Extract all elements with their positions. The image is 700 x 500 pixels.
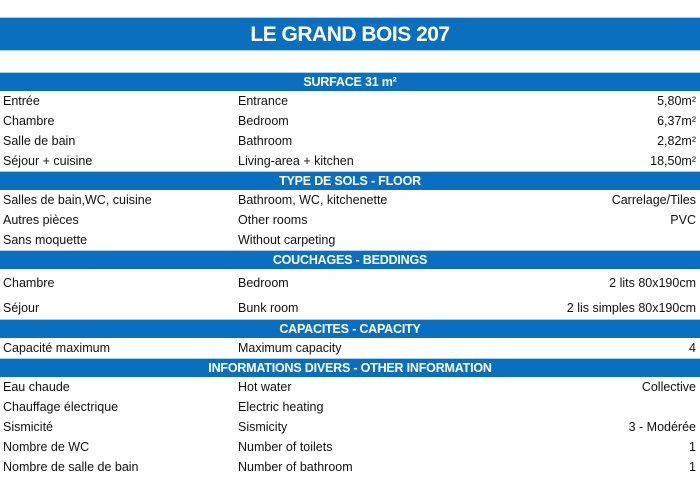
- table-row: Salle de bain Bathroom 2,82m²: [0, 131, 700, 151]
- table-row: Autres pièces Other rooms PVC: [0, 210, 700, 230]
- row-value: 1: [689, 460, 696, 474]
- label-french: Séjour + cuisine: [3, 154, 93, 168]
- row-value: Carrelage/Tiles: [611, 193, 696, 207]
- table-row: Chambre Bedroom 2 lits 80x190cm: [0, 269, 700, 294]
- label-english: Living-area + kitchen: [238, 154, 354, 168]
- row-value: 2 lits 80x190cm: [609, 276, 696, 290]
- info-table: SURFACE 31 m² Entrée Entrance 5,80m² Chambre…: [0, 72, 700, 477]
- table-row: Salles de bain,WC, cuisine Bathroom, WC, …: [0, 190, 700, 210]
- label-english: Bedroom: [238, 114, 289, 128]
- label-english: Bedroom: [238, 276, 289, 290]
- label-french: Chambre: [3, 114, 55, 128]
- table-row: Entrée Entrance 5,80m²: [0, 91, 700, 111]
- label-french: Eau chaude: [3, 380, 70, 394]
- table-row: Sismicité Sismicity 3 - Modérée: [0, 417, 700, 437]
- table-row: Chambre Bedroom 6,37m²: [0, 111, 700, 131]
- section-header: INFORMATIONS DIVERS - OTHER INFORMATION: [0, 358, 700, 377]
- label-french: Salle de bain: [3, 134, 76, 148]
- label-french: Nombre de WC: [3, 440, 90, 454]
- section-header: COUCHAGES - BEDDINGS: [0, 250, 700, 269]
- table-row: Eau chaude Hot water Collective: [0, 377, 700, 397]
- row-value: 5,80m²: [657, 94, 696, 108]
- label-french: Nombre de salle de bain: [3, 460, 139, 474]
- row-value: 3 - Modérée: [628, 420, 696, 434]
- table-row: Chauffage électrique Electric heating: [0, 397, 700, 417]
- label-english: Bunk room: [238, 301, 299, 315]
- table-row: Séjour Bunk room 2 lis simples 80x190cm: [0, 294, 700, 319]
- label-english: Maximum capacity: [238, 341, 342, 355]
- row-value: 2 lis simples 80x190cm: [566, 301, 696, 315]
- table-row: Séjour + cuisine Living-area + kitchen 18,…: [0, 151, 700, 171]
- label-english: Other rooms: [238, 213, 308, 227]
- label-french: Entrée: [3, 94, 40, 108]
- section-header: TYPE DE SOLS - FLOOR: [0, 171, 700, 190]
- label-english: Bathroom, WC, kitchenette: [238, 193, 388, 207]
- label-french: Chauffage électrique: [3, 400, 119, 414]
- label-french: Salles de bain,WC, cuisine: [3, 193, 152, 207]
- row-value: 4: [689, 341, 696, 355]
- row-value: 18,50m²: [650, 154, 696, 168]
- section-header: SURFACE 31 m²: [0, 72, 700, 91]
- section-header: CAPACITES - CAPACITY: [0, 319, 700, 338]
- row-value: Collective: [641, 380, 696, 394]
- row-value: PVC: [670, 213, 696, 227]
- row-value: 1: [689, 440, 696, 454]
- table-row: Sans moquette Without carpeting: [0, 230, 700, 250]
- table-row: Nombre de salle de bain Number of bathroo…: [0, 457, 700, 477]
- label-english: Without carpeting: [238, 233, 336, 247]
- label-english: Number of toilets: [238, 440, 333, 454]
- label-english: Entrance: [238, 94, 289, 108]
- label-french: Sans moquette: [3, 233, 88, 247]
- label-english: Electric heating: [238, 400, 324, 414]
- row-value: 6,37m²: [657, 114, 696, 128]
- page-title: LE GRAND BOIS 207: [0, 17, 700, 51]
- label-french: Séjour: [3, 301, 40, 315]
- label-english: Sismicity: [238, 420, 288, 434]
- table-row: Capacité maximum Maximum capacity 4: [0, 338, 700, 358]
- label-french: Chambre: [3, 276, 55, 290]
- label-french: Capacité maximum: [3, 341, 110, 355]
- label-english: Number of bathroom: [238, 460, 353, 474]
- label-english: Bathroom: [238, 134, 293, 148]
- table-row: Nombre de WC Number of toilets 1: [0, 437, 700, 457]
- label-english: Hot water: [238, 380, 292, 394]
- label-french: Sismicité: [3, 420, 54, 434]
- label-french: Autres pièces: [3, 213, 79, 227]
- row-value: 2,82m²: [657, 134, 696, 148]
